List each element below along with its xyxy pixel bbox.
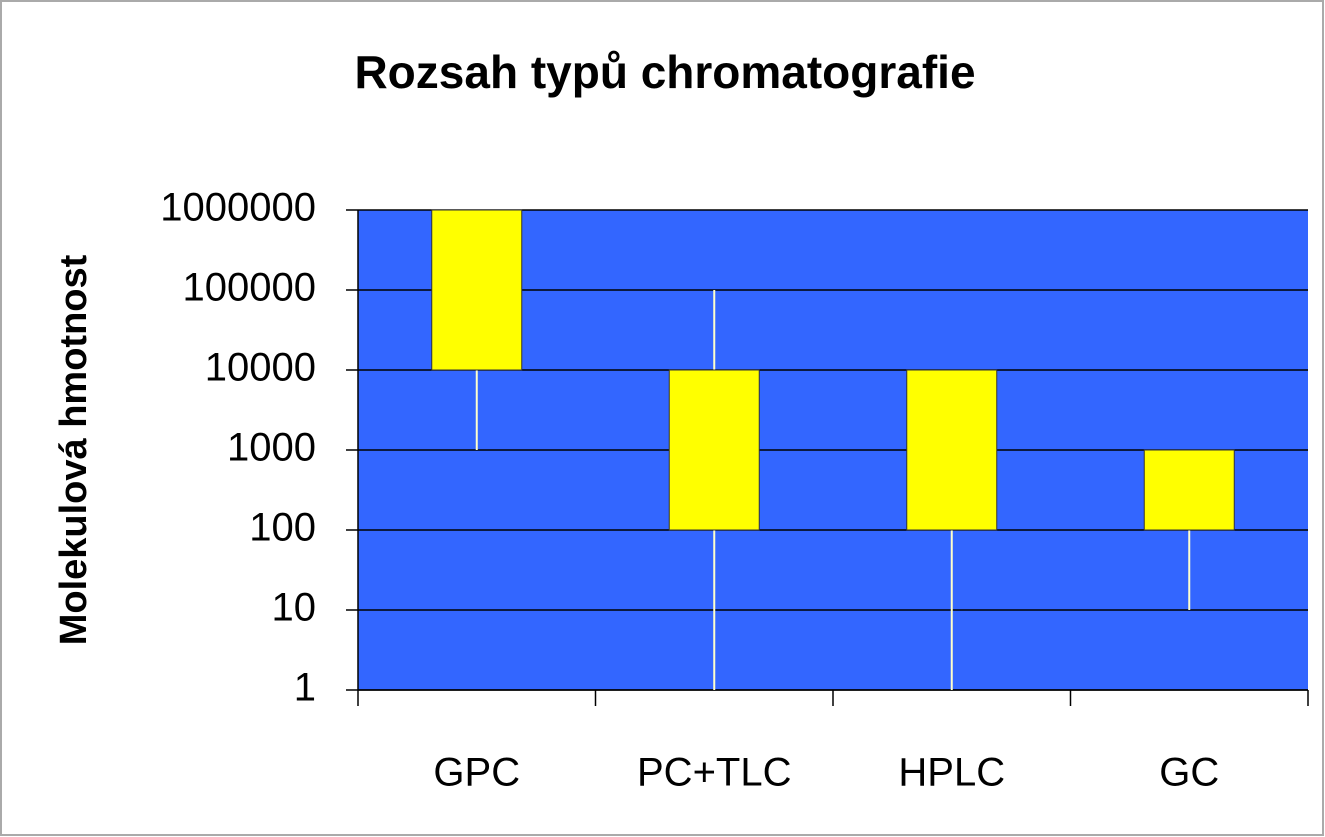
y-tick-label: 10 bbox=[272, 586, 317, 630]
y-tick-label: 1000000 bbox=[160, 186, 316, 230]
x-tick-label: PC+TLC bbox=[637, 751, 792, 795]
y-tick-label: 1 bbox=[294, 666, 316, 710]
y-tick-label: 10000 bbox=[205, 346, 316, 390]
box bbox=[431, 209, 523, 371]
y-tick-label: 100 bbox=[249, 506, 316, 550]
box bbox=[1143, 449, 1235, 531]
box bbox=[668, 369, 760, 531]
x-tick-label: HPLC bbox=[898, 751, 1005, 795]
y-tick-label: 100000 bbox=[183, 266, 316, 310]
x-tick-label: GPC bbox=[433, 751, 520, 795]
chart-title: Rozsah typů chromatografie bbox=[354, 46, 975, 98]
box bbox=[906, 369, 998, 531]
y-axis-label: Molekulová hmotnost bbox=[53, 254, 95, 645]
x-tick-label: GC bbox=[1159, 751, 1219, 795]
y-tick-label: 1000 bbox=[227, 426, 316, 470]
